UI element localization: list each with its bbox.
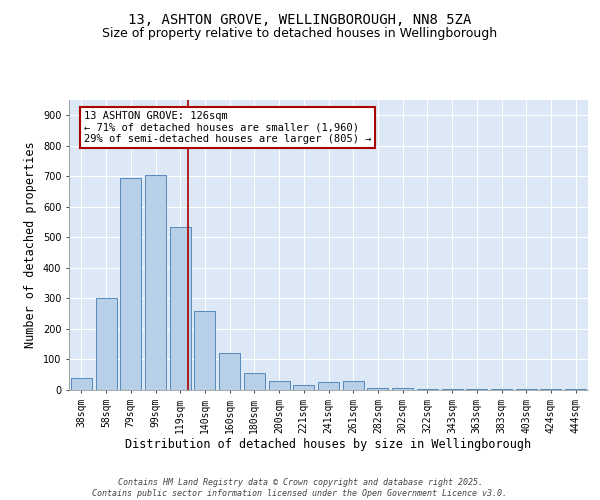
Bar xyxy=(95,298,116,390)
X-axis label: Distribution of detached houses by size in Wellingborough: Distribution of detached houses by size … xyxy=(125,438,532,452)
Bar xyxy=(71,378,92,390)
Bar xyxy=(244,373,265,390)
Y-axis label: Number of detached properties: Number of detached properties xyxy=(25,142,37,348)
Text: Contains HM Land Registry data © Crown copyright and database right 2025.
Contai: Contains HM Land Registry data © Crown c… xyxy=(92,478,508,498)
Text: 13 ASHTON GROVE: 126sqm
← 71% of detached houses are smaller (1,960)
29% of semi: 13 ASHTON GROVE: 126sqm ← 71% of detache… xyxy=(84,111,371,144)
Bar xyxy=(417,389,438,390)
Bar xyxy=(269,381,290,390)
Text: 13, ASHTON GROVE, WELLINGBOROUGH, NN8 5ZA: 13, ASHTON GROVE, WELLINGBOROUGH, NN8 5Z… xyxy=(128,12,472,26)
Text: Size of property relative to detached houses in Wellingborough: Size of property relative to detached ho… xyxy=(103,28,497,40)
Bar xyxy=(343,381,364,390)
Bar xyxy=(170,226,191,390)
Bar xyxy=(120,178,141,390)
Bar xyxy=(293,386,314,390)
Bar xyxy=(145,175,166,390)
Bar xyxy=(367,388,388,390)
Bar xyxy=(392,388,413,390)
Bar xyxy=(318,382,339,390)
Bar xyxy=(194,310,215,390)
Bar xyxy=(219,354,240,390)
